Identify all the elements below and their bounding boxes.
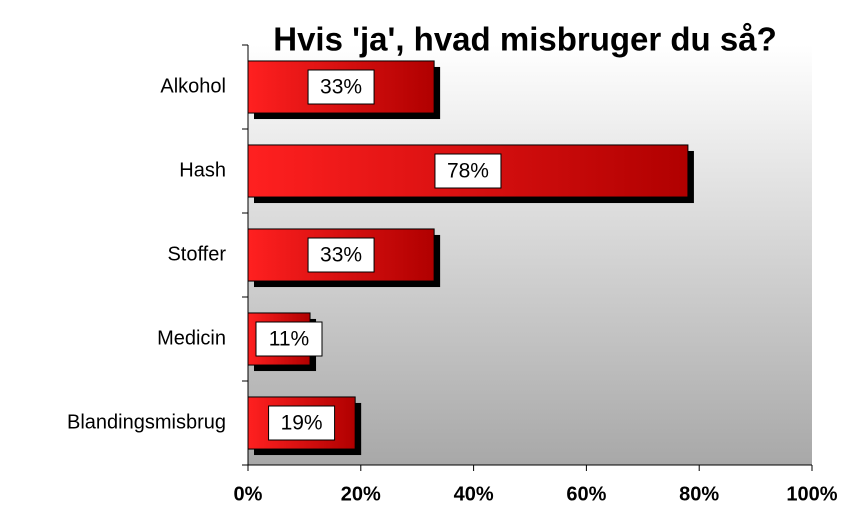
x-tick-label: 60% xyxy=(566,483,606,505)
y-tick-label: Medicin xyxy=(157,327,226,349)
y-tick-label: Stoffer xyxy=(167,243,226,265)
value-label: 33% xyxy=(320,244,362,267)
x-tick-label: 40% xyxy=(454,483,494,505)
value-label: 33% xyxy=(320,76,362,99)
x-tick-label: 0% xyxy=(234,483,263,505)
value-label-box xyxy=(268,405,336,441)
chart-title: Hvis 'ja', hvad misbruger du så? xyxy=(273,21,777,58)
value-label: 11% xyxy=(269,328,309,351)
x-tick-label: 100% xyxy=(786,483,837,505)
y-tick-label: Hash xyxy=(179,159,226,181)
value-label-box xyxy=(307,237,375,273)
value-label-box xyxy=(434,153,502,189)
value-label-box xyxy=(307,69,375,105)
value-label: 19% xyxy=(281,412,323,435)
y-tick-label: Alkohol xyxy=(160,75,226,97)
x-tick-label: 20% xyxy=(341,483,381,505)
value-label: 78% xyxy=(447,160,489,183)
y-tick-label: Blandingsmisbrug xyxy=(67,411,226,433)
x-tick-label: 80% xyxy=(679,483,719,505)
value-label-box xyxy=(255,321,323,357)
